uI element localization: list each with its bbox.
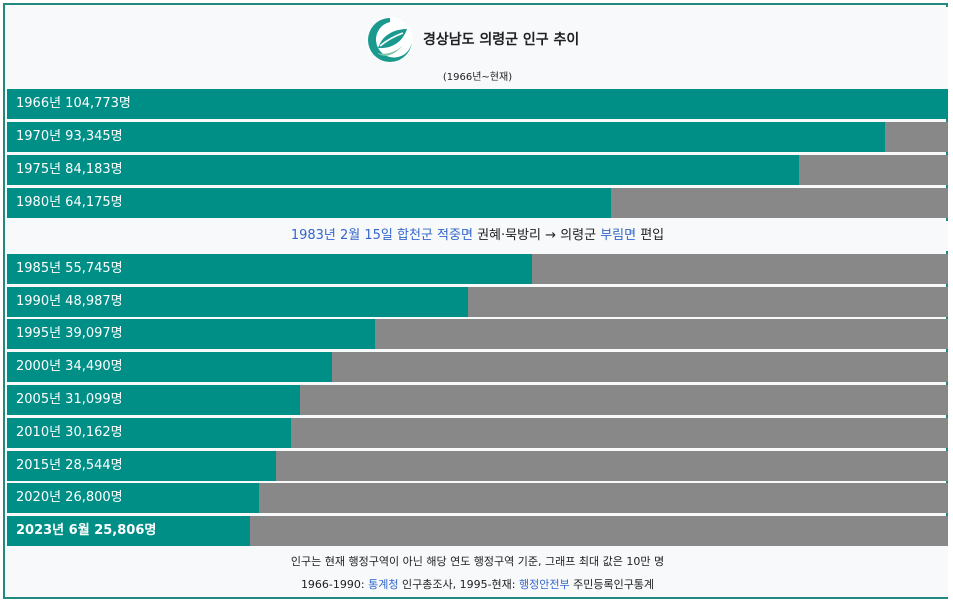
bar-row: 2000년 34,490명 [7, 352, 948, 382]
population-bar [7, 89, 948, 119]
bar-row: 1995년 39,097명 [7, 319, 948, 349]
population-infobox: 경상남도 의령군 인구 추이 (1966년~현재) 1966년 104,773명… [3, 3, 948, 599]
county-emblem-icon [367, 17, 413, 63]
hapcheon-county-link[interactable]: 합천군 [397, 228, 433, 243]
bar-row: 1975년 84,183명 [7, 155, 948, 185]
bar-row: 1990년 48,987명 [7, 287, 948, 317]
chart-header: 경상남도 의령군 인구 추이 (1966년~현재) [7, 7, 948, 89]
bar-label: 1995년 39,097명 [16, 326, 123, 341]
burim-town-link[interactable]: 부림면 [600, 228, 637, 243]
bar-label: 2010년 30,162명 [16, 425, 123, 440]
population-bar [7, 418, 291, 448]
statistics-korea-link[interactable]: 통계청 [368, 578, 399, 591]
ministry-interior-link[interactable]: 행정안전부 [518, 578, 570, 591]
bar-row: 1985년 55,745명 [7, 254, 948, 284]
chart-footer: 인구는 현재 행정구역이 아닌 해당 연도 행정구역 기준, 그래프 최대 값은… [7, 546, 948, 597]
bar-label: 1970년 93,345명 [16, 129, 123, 144]
bar-row: 2005년 31,099명 [7, 385, 948, 415]
bar-label: 2005년 31,099명 [16, 392, 123, 407]
population-bar [7, 122, 885, 152]
source-mid: 인구총조사, 1995-현재: [398, 578, 519, 591]
bar-row: 2015년 28,544명 [7, 451, 948, 481]
population-bar [7, 483, 259, 513]
population-bar [7, 319, 375, 349]
population-bar [7, 188, 611, 218]
note-areas: 권혜·묵방리 → [472, 228, 561, 243]
bar-label: 1990년 48,987명 [16, 294, 123, 309]
bar-label: 1985년 55,745명 [16, 261, 123, 276]
bar-row: 2023년 6월 25,806명 [7, 516, 948, 546]
population-bar [7, 287, 468, 317]
bar-label: 2000년 34,490명 [16, 359, 123, 374]
bar-row: 2020년 26,800명 [7, 483, 948, 513]
population-bar [7, 516, 250, 546]
source-suffix: 주민등록인구통계 [569, 578, 655, 591]
boundary-change-note: 1983년 2월 15일 합천군 적중면 권혜·묵방리 → 의령군 부림면 편입 [7, 221, 948, 251]
bar-label: 1966년 104,773명 [16, 96, 131, 111]
chart-title: 경상남도 의령군 인구 추이 [423, 32, 580, 48]
bar-row: 2010년 30,162명 [7, 418, 948, 448]
bar-label: 2020년 26,800명 [16, 490, 123, 505]
source-prefix: 1966-1990: [300, 578, 369, 591]
population-bar [7, 451, 276, 481]
bar-row: 1980년 64,175명 [7, 188, 948, 218]
population-bar [7, 352, 332, 382]
note-suffix: 편입 [636, 228, 665, 243]
bar-label: 2023년 6월 25,806명 [16, 523, 157, 538]
bar-row: 1970년 93,345명 [7, 122, 948, 152]
population-bar [7, 155, 799, 185]
population-bar [7, 254, 532, 284]
population-bar [7, 385, 300, 415]
date-link[interactable]: 1983년 2월 15일 [290, 228, 393, 243]
note-target-county: 의령군 [560, 228, 597, 243]
footer-sources: 1966-1990: 통계청 인구총조사, 1995-현재: 행정안전부 주민등… [7, 576, 948, 592]
bar-label: 2015년 28,544명 [16, 458, 123, 473]
bar-row: 1966년 104,773명 [7, 89, 948, 119]
bar-label: 1975년 84,183명 [16, 162, 123, 177]
chart-subtitle: (1966년~현재) [442, 72, 513, 83]
bar-label: 1980년 64,175명 [16, 195, 123, 210]
jeokjung-town-link[interactable]: 적중면 [437, 228, 473, 243]
footer-note: 인구는 현재 행정구역이 아닌 해당 연도 행정구역 기준, 그래프 최대 값은… [290, 555, 665, 568]
